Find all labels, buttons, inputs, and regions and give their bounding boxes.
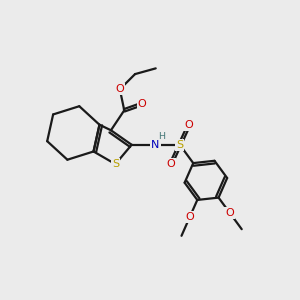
Text: O: O bbox=[225, 208, 234, 218]
Text: S: S bbox=[176, 140, 183, 150]
Text: O: O bbox=[185, 212, 194, 222]
Text: S: S bbox=[112, 159, 119, 169]
Text: O: O bbox=[167, 159, 175, 169]
Text: O: O bbox=[138, 99, 146, 109]
Text: N: N bbox=[151, 140, 160, 150]
Text: O: O bbox=[184, 120, 193, 130]
Text: H: H bbox=[158, 132, 165, 141]
Text: O: O bbox=[116, 84, 124, 94]
